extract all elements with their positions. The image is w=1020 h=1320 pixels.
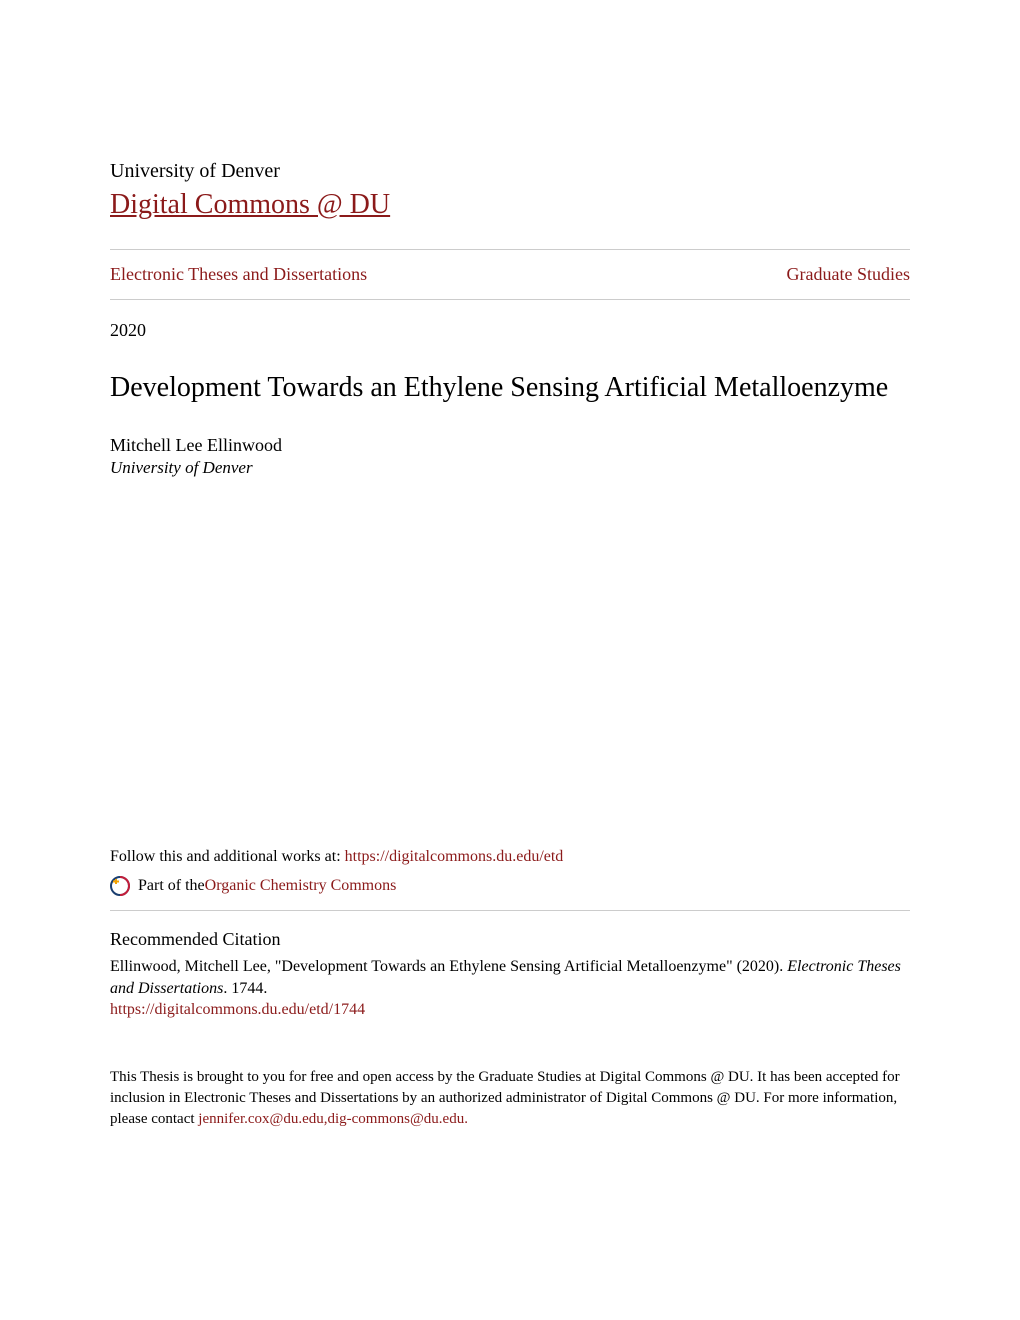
page-container: University of Denver Digital Commons @ D… bbox=[0, 0, 1020, 1190]
citation-text: Ellinwood, Mitchell Lee, "Development To… bbox=[110, 956, 910, 1001]
follow-prefix: Follow this and additional works at: bbox=[110, 848, 345, 865]
part-of-row: Part of the Organic Chemistry Commons bbox=[110, 876, 910, 896]
follow-works-link[interactable]: https://digitalcommons.du.edu/etd bbox=[345, 848, 564, 865]
citation-part2: . 1744. bbox=[223, 980, 267, 997]
citation-part1: Ellinwood, Mitchell Lee, "Development To… bbox=[110, 958, 787, 975]
part-of-prefix: Part of the bbox=[138, 877, 205, 895]
follow-section: Follow this and additional works at: htt… bbox=[110, 848, 910, 896]
commons-category-link[interactable]: Organic Chemistry Commons bbox=[205, 877, 397, 895]
footer-text: This Thesis is brought to you for free a… bbox=[110, 1067, 910, 1130]
site-title-text: Digital Commons @ DU bbox=[110, 189, 390, 220]
institution-name: University of Denver bbox=[110, 160, 910, 183]
publication-year: 2020 bbox=[110, 320, 910, 341]
author-name: Mitchell Lee Ellinwood bbox=[110, 435, 910, 456]
divider-nav bbox=[110, 299, 910, 300]
commons-network-icon bbox=[110, 876, 130, 896]
nav-row: Electronic Theses and Dissertations Grad… bbox=[110, 250, 910, 299]
author-affiliation: University of Denver bbox=[110, 458, 910, 478]
contact-email-link[interactable]: jennifer.cox@du.edu,dig-commons@du.edu. bbox=[198, 1111, 468, 1127]
site-title-link[interactable]: Digital Commons @ DU bbox=[110, 189, 910, 221]
collection-link[interactable]: Electronic Theses and Dissertations bbox=[110, 264, 367, 285]
citation-heading: Recommended Citation bbox=[110, 929, 910, 950]
divider-citation bbox=[110, 910, 910, 911]
citation-url-link[interactable]: https://digitalcommons.du.edu/etd/1744 bbox=[110, 1001, 365, 1018]
graduate-studies-link[interactable]: Graduate Studies bbox=[787, 264, 910, 285]
document-title: Development Towards an Ethylene Sensing … bbox=[110, 369, 910, 407]
